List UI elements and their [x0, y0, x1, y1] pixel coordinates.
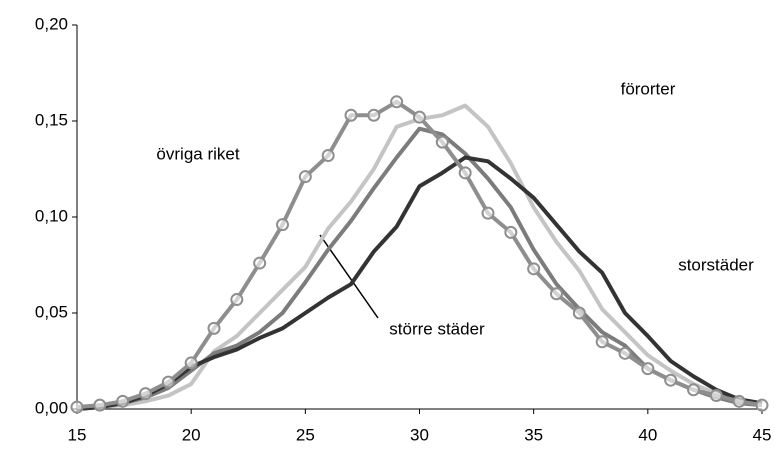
- point-marker: [687, 383, 700, 397]
- point-marker: [344, 108, 358, 122]
- x-tick-label: 25: [296, 425, 315, 444]
- point-marker: [595, 335, 609, 349]
- x-tick-label: 30: [410, 425, 429, 444]
- point-marker: [572, 306, 586, 320]
- point-marker: [253, 256, 267, 270]
- series-label: storstäder: [678, 255, 754, 274]
- point-marker: [527, 262, 541, 276]
- x-tick-label: 20: [182, 425, 201, 444]
- y-tick-label: 0,10: [35, 206, 68, 225]
- x-tick-label: 15: [68, 425, 87, 444]
- series-label: förorter: [621, 79, 676, 98]
- point-marker: [276, 218, 289, 232]
- point-marker: [435, 135, 449, 149]
- point-marker: [755, 398, 769, 412]
- point-marker: [298, 170, 312, 184]
- y-tick-label: 0,00: [35, 398, 68, 417]
- point-marker: [481, 206, 495, 220]
- point-marker: [664, 373, 678, 387]
- point-marker: [184, 356, 198, 370]
- y-tick-label: 0,20: [35, 14, 68, 33]
- point-marker: [93, 398, 107, 412]
- series-label: övriga riket: [156, 144, 239, 163]
- point-marker: [709, 389, 723, 403]
- series-line: [76, 126, 763, 411]
- point-marker: [618, 346, 632, 360]
- point-marker: [550, 287, 563, 301]
- x-tick-label: 45: [753, 425, 772, 444]
- point-marker: [641, 362, 655, 376]
- point-marker: [458, 166, 472, 180]
- point-marker: [732, 394, 746, 408]
- point-marker: [161, 375, 175, 389]
- point-marker: [390, 95, 404, 109]
- point-marker: [116, 394, 130, 408]
- point-marker: [230, 293, 244, 307]
- y-tick-label: 0,05: [35, 302, 68, 321]
- x-tick-label: 35: [524, 425, 543, 444]
- point-marker: [139, 387, 152, 401]
- point-marker: [504, 225, 518, 239]
- point-marker: [70, 400, 84, 414]
- point-marker: [207, 321, 221, 335]
- point-marker: [321, 149, 335, 163]
- point-marker: [367, 108, 381, 122]
- point-marker: [413, 110, 426, 124]
- y-tick-label: 0,15: [35, 110, 68, 129]
- x-tick-label: 40: [638, 425, 657, 444]
- series-label: större städer: [389, 319, 485, 338]
